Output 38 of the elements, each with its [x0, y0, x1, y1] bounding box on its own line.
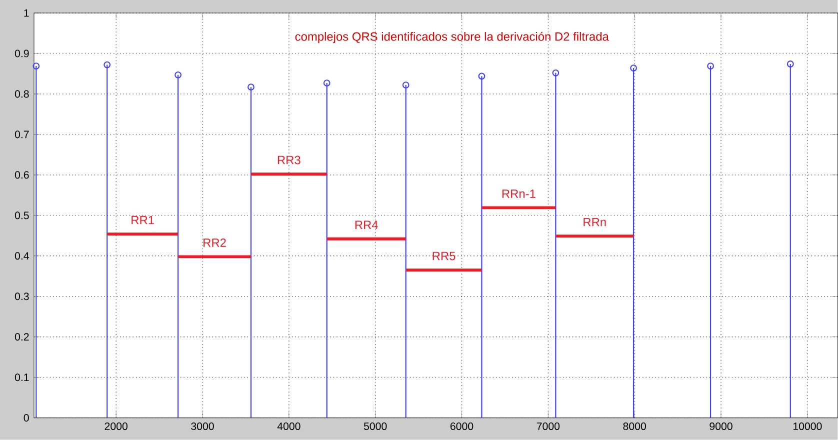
y-tick-label: 0.2: [14, 333, 29, 341]
point: [248, 84, 254, 91]
point: [32, 62, 40, 70]
point: [174, 72, 182, 78]
series-label: RR1: [132, 216, 154, 224]
series-label: RR3: [278, 156, 300, 164]
series-label: RRn-1: [502, 190, 536, 198]
point: [552, 70, 560, 76]
y-tick-label: 0.5: [14, 212, 29, 220]
x-tick-label: 2000: [104, 422, 128, 430]
point: [707, 62, 714, 70]
y-tick-label: 0.7: [14, 130, 29, 138]
y-tick-label: 0.8: [14, 90, 29, 98]
y-tick-label: 0.1: [14, 374, 29, 382]
series-label: RR5: [432, 252, 456, 260]
annotation: complejos QRS identificados sobre la derivación D2 filtrada: [295, 32, 609, 44]
y-tick-label: 0.9: [14, 50, 29, 58]
point: [104, 61, 111, 68]
series-label: RRn: [584, 218, 606, 226]
x-tick-label: 7000: [536, 422, 560, 430]
x-tick-label: 3000: [191, 422, 214, 430]
point: [478, 72, 486, 80]
x-tick-label: 10000: [793, 422, 822, 430]
x-tick-label: 5000: [364, 422, 387, 430]
y-tick-label: 1: [24, 9, 29, 17]
series-label: RR4: [355, 220, 378, 230]
x-tick-label: 8000: [623, 422, 646, 430]
y-tick-label: 0.4: [14, 252, 29, 260]
point: [323, 80, 330, 87]
y-tick-label: 0: [24, 414, 29, 422]
point: [630, 64, 637, 72]
x-tick-label: 9000: [710, 422, 732, 430]
x-tick-label: 4000: [277, 422, 300, 430]
series-label: RR2: [204, 238, 226, 247]
y-tick-label: 0.6: [14, 171, 29, 179]
x-tick-label: 6000: [450, 422, 474, 430]
y-tick-label: 0.3: [14, 292, 29, 300]
point: [402, 82, 410, 89]
